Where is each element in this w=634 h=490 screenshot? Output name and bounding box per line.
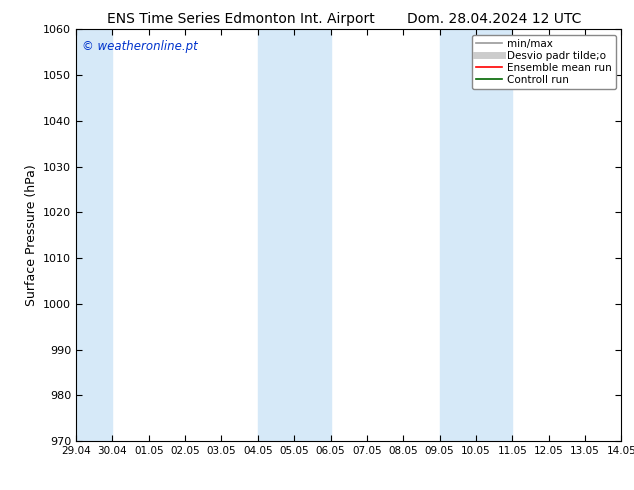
Y-axis label: Surface Pressure (hPa): Surface Pressure (hPa) [25, 164, 37, 306]
Text: © weatheronline.pt: © weatheronline.pt [82, 40, 197, 53]
Legend: min/max, Desvio padr tilde;o, Ensemble mean run, Controll run: min/max, Desvio padr tilde;o, Ensemble m… [472, 35, 616, 89]
Bar [439, 29, 512, 441]
Text: ENS Time Series Edmonton Int. Airport: ENS Time Series Edmonton Int. Airport [107, 12, 375, 26]
Bar [258, 29, 330, 441]
Bar [76, 29, 112, 441]
Text: Dom. 28.04.2024 12 UTC: Dom. 28.04.2024 12 UTC [407, 12, 582, 26]
